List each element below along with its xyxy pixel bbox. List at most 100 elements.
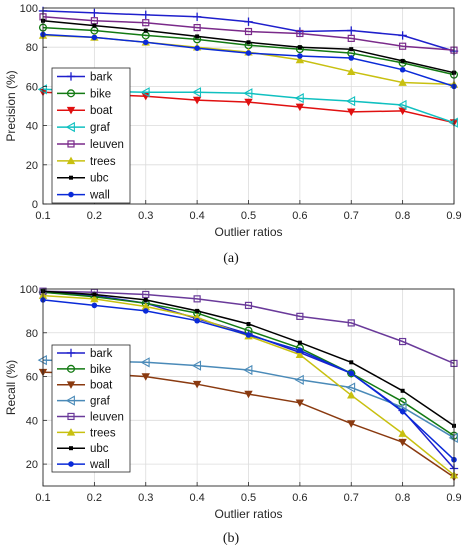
- legend-label-trees: trees: [90, 156, 116, 168]
- data-point-boat: [244, 98, 253, 107]
- data-point-graf: [243, 364, 253, 376]
- data-point-boat: [398, 438, 407, 447]
- data-point-bark: [192, 12, 202, 22]
- series-line-leuven: [42, 16, 455, 51]
- x-tick-label: 0.2: [87, 210, 102, 222]
- data-point-wall: [348, 370, 355, 377]
- x-tick-label: 0.9: [446, 210, 461, 222]
- legend-marker-wall: [68, 191, 74, 198]
- data-point-ubc: [246, 40, 251, 45]
- data-point-leuven: [399, 337, 407, 346]
- data-point-bark: [244, 17, 253, 26]
- figure-caption: (b): [223, 531, 240, 546]
- data-point-bark: [141, 10, 150, 20]
- data-point-ubc: [195, 308, 200, 313]
- y-tick-label: 20: [26, 160, 38, 172]
- data-point-leuven: [347, 319, 355, 327]
- y-tick-label: 100: [20, 3, 38, 15]
- data-point-ubc: [400, 388, 405, 393]
- data-point-wall: [194, 45, 200, 51]
- data-point-ubc: [400, 58, 405, 63]
- data-point-wall: [245, 50, 252, 56]
- data-point-ubc: [349, 360, 354, 365]
- data-point-trees: [295, 55, 305, 64]
- x-tick-label: 0.1: [35, 210, 50, 222]
- x-tick-label: 0.6: [292, 492, 307, 504]
- data-point-wall: [348, 55, 355, 61]
- data-point-boat: [192, 96, 202, 105]
- data-point-wall: [142, 308, 149, 314]
- data-point-wall: [399, 66, 406, 73]
- legend: bark bike boat graf leuven trees ubc wall: [51, 67, 131, 204]
- x-tick-label: 0.7: [344, 210, 359, 222]
- legend-label-wall: wall: [89, 459, 110, 471]
- data-point-wall: [297, 53, 303, 59]
- data-point-boat: [398, 107, 407, 116]
- x-tick-label: 0.9: [446, 492, 461, 504]
- x-tick-label: 0.6: [292, 210, 307, 222]
- y-tick-label: 40: [26, 415, 38, 427]
- x-axis-label: Outlier ratios: [214, 507, 282, 521]
- x-tick-label: 0.4: [189, 492, 204, 504]
- data-point-graf: [345, 382, 356, 393]
- data-point-wall: [297, 347, 303, 354]
- y-tick-label: 0: [32, 199, 38, 211]
- data-point-trees: [141, 302, 150, 310]
- legend-marker-boat: [66, 106, 76, 115]
- data-point-graf: [243, 88, 253, 99]
- y-axis-label: Recall (%): [4, 360, 18, 415]
- data-point-leuven: [296, 29, 304, 38]
- legend-label-bark: bark: [90, 71, 113, 83]
- data-point-graf: [140, 357, 150, 368]
- data-point-leuven: [296, 312, 304, 320]
- data-point-ubc: [349, 47, 354, 52]
- data-point-graf: [345, 95, 356, 107]
- data-point-trees: [347, 67, 356, 76]
- legend-label-bike: bike: [90, 88, 111, 100]
- y-tick-label: 80: [26, 42, 38, 54]
- legend-marker-bike: [66, 89, 76, 98]
- legend-label-bike: bike: [90, 364, 111, 376]
- x-tick-label: 0.5: [241, 492, 256, 504]
- data-point-graf: [294, 374, 304, 385]
- series-line-bike: [42, 26, 455, 76]
- legend-box: [51, 67, 131, 204]
- x-tick-label: 0.8: [395, 210, 410, 222]
- y-tick-label: 20: [26, 459, 38, 471]
- data-point-graf: [191, 360, 202, 371]
- data-point-graf: [397, 99, 407, 111]
- legend-marker-bark: [66, 348, 76, 358]
- data-point-wall: [194, 317, 200, 324]
- data-point-leuven: [142, 19, 150, 27]
- data-point-ubc: [246, 322, 251, 327]
- data-point-ubc: [143, 297, 148, 302]
- data-point-boat: [141, 92, 150, 101]
- data-point-graf: [140, 87, 150, 98]
- legend: bark bike boat graf leuven trees ubc wall: [51, 344, 131, 473]
- data-point-bark: [398, 31, 407, 40]
- y-tick-label: 80: [26, 328, 38, 340]
- legend-marker-leuven: [67, 140, 75, 148]
- x-tick-label: 0.4: [189, 210, 204, 222]
- data-point-leuven: [244, 301, 253, 310]
- data-point-ubc: [92, 23, 97, 28]
- data-point-bark: [347, 26, 356, 35]
- data-point-wall: [91, 302, 98, 309]
- y-tick-label: 60: [26, 372, 38, 384]
- x-tick-label: 0.5: [241, 210, 256, 222]
- data-point-graf: [191, 87, 202, 98]
- legend-marker-graf: [65, 395, 75, 406]
- data-point-trees: [90, 294, 99, 303]
- legend-marker-wall: [68, 461, 74, 467]
- legend-marker-trees: [66, 428, 76, 436]
- legend-label-wall: wall: [89, 190, 110, 202]
- legend-label-trees: trees: [90, 427, 116, 439]
- data-point-boat: [295, 103, 305, 112]
- data-point-boat: [141, 373, 150, 381]
- series-line-bike: [42, 291, 455, 437]
- data-point-leuven: [142, 290, 150, 299]
- data-point-trees: [295, 350, 305, 359]
- legend-label-boat: boat: [90, 105, 113, 117]
- figure-caption: (a): [223, 251, 239, 266]
